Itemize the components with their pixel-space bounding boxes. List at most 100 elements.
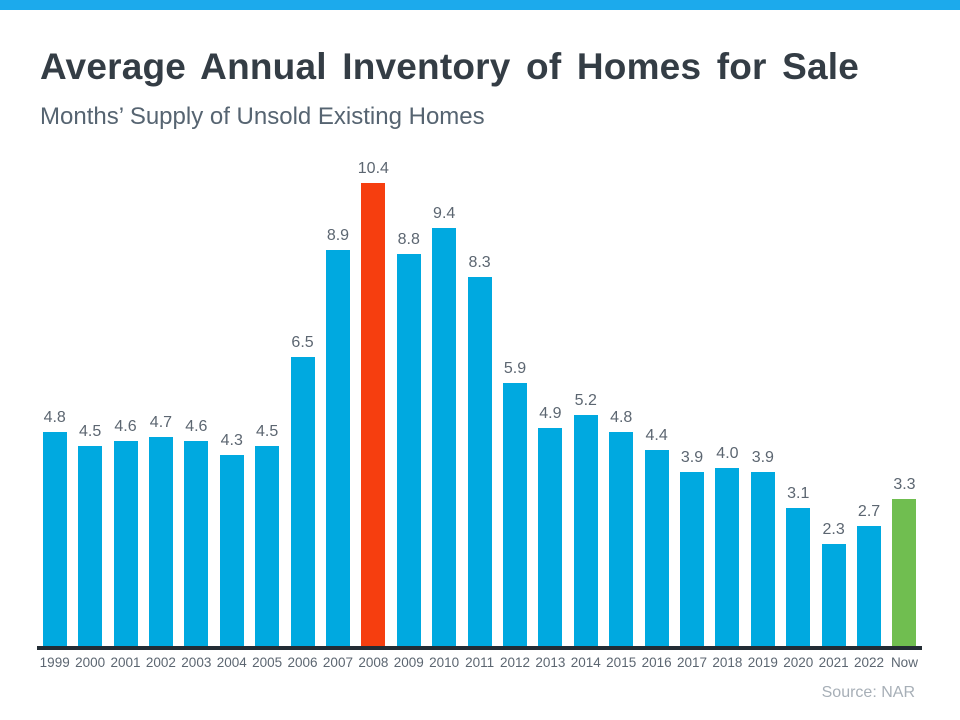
x-tick-2021: 2021 [818,655,849,670]
bar-value-label-2021: 2.3 [822,520,845,538]
x-tick-2004: 2004 [216,655,247,670]
x-tick-2014: 2014 [570,655,601,670]
bar-slot-1999: 4.8 [37,409,72,646]
bar-2002 [148,436,173,646]
bar-value-label-2017: 3.9 [680,449,704,467]
bar-2013 [538,427,563,646]
bar-2009 [396,254,421,646]
bar-slot-2008: 10.4 [356,160,391,646]
bar-value-label-2004: 4.3 [220,431,243,449]
chart-subtitle: Months’ Supply of Unsold Existing Homes [40,103,485,130]
bar-2016 [644,450,669,646]
bar-slot-2015: 4.8 [604,409,639,646]
source-note: Source: NAR [821,684,915,701]
bar-value-label-2016: 4.4 [645,427,668,445]
x-tick-2015: 2015 [606,655,637,670]
bar-value-label-2014: 5.2 [574,391,597,409]
bar-value-label-2022: 2.7 [857,502,881,520]
bar-2004 [219,454,244,646]
bar-2008 [361,183,386,646]
bar-slot-2009: 8.8 [391,231,426,646]
chart-title: Average Annual Inventory of Homes for Sa… [40,46,860,87]
bar-2018 [715,468,740,646]
bar-slot-2005: 4.5 [249,423,284,646]
bar-value-label-now: 3.3 [893,476,916,494]
bar-2017 [680,472,705,646]
bar-value-label-2002: 4.7 [149,413,173,431]
bar-value-label-2005: 4.5 [256,422,279,440]
bar-2000 [78,445,103,646]
bar-2001 [113,441,138,646]
bar-chart: 4.8 4.5 4.6 4.7 4.6 4.3 4.5 6.5 8.9 10.4 8.8 9.4 8.3… [37,160,922,720]
bar-slot-2002: 4.7 [143,414,178,646]
bar-2005 [255,445,280,646]
bar-2020 [786,508,811,646]
bar-value-label-2010: 9.4 [433,204,456,222]
bar-slot-2010: 9.4 [426,205,461,646]
bar-2019 [750,472,775,646]
x-tick-2016: 2016 [641,655,672,670]
bar-slot-now: 3.3 [887,476,922,646]
x-tick-2019: 2019 [747,655,778,670]
bar-value-label-2012: 5.9 [503,360,527,378]
bar-slot-2011: 8.3 [462,254,497,646]
bar-slot-2000: 4.5 [72,423,107,646]
x-tick-1999: 1999 [39,655,70,670]
bar-2006 [290,356,315,646]
bar-value-label-2013: 4.9 [539,404,562,422]
bar-value-label-2019: 3.9 [751,449,774,467]
x-tick-2018: 2018 [712,655,743,670]
x-tick-2012: 2012 [499,655,530,670]
bar-slot-2021: 2.3 [816,521,851,646]
bar-slot-2007: 8.9 [320,227,355,646]
bar-value-label-2000: 4.5 [78,422,102,440]
bar-value-label-2006: 6.5 [291,333,314,351]
x-tick-2007: 2007 [322,655,353,670]
x-tick-2006: 2006 [287,655,318,670]
x-axis-line [37,646,922,650]
bar-slot-2004: 4.3 [214,432,249,646]
bar-slot-2017: 3.9 [674,449,709,646]
bar-slot-2003: 4.6 [179,418,214,646]
bar-slot-2016: 4.4 [639,427,674,646]
bar-2014 [573,414,598,646]
bar-value-label-2009: 8.8 [397,231,420,249]
x-tick-2001: 2001 [110,655,141,670]
x-tick-2010: 2010 [429,655,460,670]
bar-now [892,499,917,646]
bars-row: 4.8 4.5 4.6 4.7 4.6 4.3 4.5 6.5 8.9 10.4 8.8 9.4 8.3… [37,160,922,646]
top-accent-banner [0,0,960,10]
x-tick-2017: 2017 [676,655,708,670]
bar-2007 [325,249,350,646]
x-tick-2020: 2020 [783,655,814,670]
x-tick-now: Now [890,655,918,670]
bar-2015 [609,432,634,646]
bar-value-label-2015: 4.8 [610,409,633,427]
x-tick-2003: 2003 [181,655,212,670]
bar-slot-2013: 4.9 [533,405,568,646]
bar-2010 [432,227,457,646]
bar-slot-2022: 2.7 [851,503,886,646]
bar-value-label-2018: 4.0 [716,445,739,462]
bar-value-label-1999: 4.8 [43,409,66,427]
bar-2011 [467,276,492,646]
bar-value-label-2008: 10.4 [357,160,389,178]
bar-2003 [184,441,209,646]
x-tick-2005: 2005 [252,655,283,670]
x-tick-2009: 2009 [393,655,424,670]
bar-2022 [857,525,882,646]
x-tick-2000: 2000 [75,655,106,670]
bar-slot-2018: 4.0 [710,445,745,646]
bar-slot-2014: 5.2 [568,392,603,646]
bar-slot-2001: 4.6 [108,418,143,646]
x-axis-labels: 1999 2000 2001 2002 2003 2004 2005 2006 2007 2008… [37,655,922,670]
bar-2021 [821,543,846,646]
bar-value-label-2001: 4.6 [114,418,137,436]
bar-value-label-2020: 3.1 [787,485,810,503]
bar-slot-2012: 5.9 [497,360,532,646]
x-tick-2008: 2008 [358,655,389,670]
bar-1999 [42,432,67,646]
x-tick-2002: 2002 [145,655,176,670]
bar-slot-2006: 6.5 [285,334,320,646]
bar-value-label-2003: 4.6 [185,418,208,436]
